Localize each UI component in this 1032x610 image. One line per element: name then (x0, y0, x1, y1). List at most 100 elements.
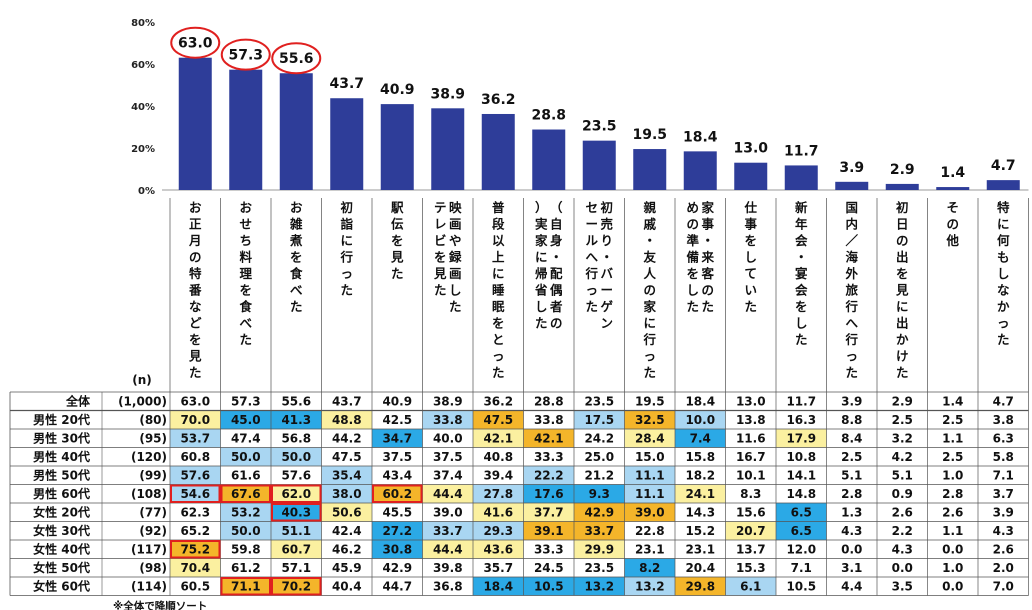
table-cell-value: 28.4 (635, 432, 665, 446)
table-cell-value: 1.1 (942, 524, 963, 538)
table-cell-bg (877, 577, 928, 596)
row-n: (95) (139, 432, 167, 446)
table-cell-bg (372, 558, 423, 577)
category-char: を (686, 266, 699, 281)
bar (229, 69, 263, 190)
category-char: を (492, 316, 505, 331)
table-cell-bg (927, 429, 978, 448)
table-cell-bg (978, 577, 1029, 596)
table-cell-bg (877, 429, 928, 448)
table-cell-bg (826, 466, 877, 485)
table-cell-value: 42.1 (483, 432, 513, 446)
table-cell-bg (321, 484, 372, 503)
data-label: 28.8 (531, 108, 566, 124)
category-char: 者 (549, 299, 563, 314)
table-cell-bg (776, 447, 827, 466)
category-char: 仕 (743, 200, 757, 215)
table-cell-value: 0.0 (841, 543, 862, 557)
table-cell-value: 34.7 (382, 432, 412, 446)
table-cell-bg (978, 484, 1029, 503)
category-char: 行 (642, 332, 656, 347)
table-cell-value: 33.7 (433, 524, 463, 538)
category-char: 料 (239, 250, 252, 265)
table-cell-value: 27.2 (382, 524, 412, 538)
table-cell-value: 3.9 (993, 506, 1014, 520)
table-cell-bg (523, 484, 574, 503)
category-char: 内 (845, 217, 858, 232)
table-cell-value: 53.2 (231, 506, 261, 520)
table-cell-bg (978, 540, 1029, 559)
table-cell-bg (574, 466, 625, 485)
table-cell-value: 0.0 (942, 543, 963, 557)
data-label: 1.4 (940, 165, 965, 181)
table-cell-bg (675, 410, 726, 429)
table-cell-value: 33.3 (534, 543, 564, 557)
table-cell-value: 33.8 (433, 413, 463, 427)
table-cell-value: 35.4 (332, 469, 362, 483)
category-char: に (896, 299, 909, 314)
highlight-circle (271, 42, 322, 75)
table-cell-bg (624, 503, 675, 522)
table-cell-value: 70.4 (180, 561, 210, 575)
category-char: の (946, 217, 959, 232)
bar (734, 162, 768, 190)
category-char: た (701, 299, 714, 314)
table-cell-bg (574, 558, 625, 577)
table-cell-bg (574, 503, 625, 522)
category-char: 食 (238, 299, 252, 314)
table-cell-bg (624, 429, 675, 448)
category-char: 出 (896, 250, 909, 265)
category-char: 出 (896, 316, 909, 331)
table-cell-value: 33.8 (534, 413, 564, 427)
table-cell-value: 8.4 (841, 432, 862, 446)
row-label: 全体 (65, 394, 91, 409)
table-cell-bg (725, 466, 776, 485)
category-char: た (290, 299, 303, 314)
table-cell-value: 29.8 (685, 580, 715, 594)
table-cell-value: 2.8 (942, 487, 963, 501)
row-label: 女性 30代 (33, 523, 90, 538)
table-cell-bg (978, 503, 1029, 522)
table-cell-bg (675, 558, 726, 577)
category-char: 見 (188, 349, 202, 364)
category-char: ・ (550, 250, 563, 265)
category-char: 初 (600, 200, 613, 215)
table-cell-bg (776, 392, 827, 411)
data-label: 23.5 (582, 119, 617, 135)
table-cell-bg (675, 466, 726, 485)
table-cell-value: 32.5 (635, 413, 665, 427)
table-cell-bg (927, 558, 978, 577)
table-cell-bg (372, 466, 423, 485)
table-cell-bg (321, 429, 372, 448)
category-char: 特 (997, 200, 1010, 215)
table-cell-bg (220, 558, 271, 577)
category-char: 配 (550, 266, 563, 281)
table-cell-value: 10.0 (685, 413, 715, 427)
category-char: 新 (795, 200, 808, 215)
table-cell-value: 15.8 (685, 450, 715, 464)
category-char: ） (535, 200, 548, 215)
table-cell-bg (422, 558, 473, 577)
table-cell-bg (321, 521, 372, 540)
category-char: 睡 (492, 283, 505, 298)
table-cell-value: 1.4 (942, 395, 963, 409)
table-cell-bg (473, 521, 524, 540)
y-tick-label: 60% (131, 60, 155, 71)
table-cell-bg (675, 503, 726, 522)
table-cell-value: 4.4 (841, 580, 862, 594)
table-cell-bg (170, 521, 221, 540)
table-cell-value: 42.1 (534, 432, 564, 446)
table-cell-value: 23.1 (685, 543, 715, 557)
category-char: 人 (643, 266, 656, 281)
category-char: 理 (239, 266, 252, 281)
table-cell-value: 40.0 (433, 432, 463, 446)
table-cell-bg (422, 540, 473, 559)
table-cell-bg (776, 466, 827, 485)
category-char: た (896, 365, 909, 380)
category-char: た (189, 365, 202, 380)
table-cell-value: 33.3 (534, 450, 564, 464)
